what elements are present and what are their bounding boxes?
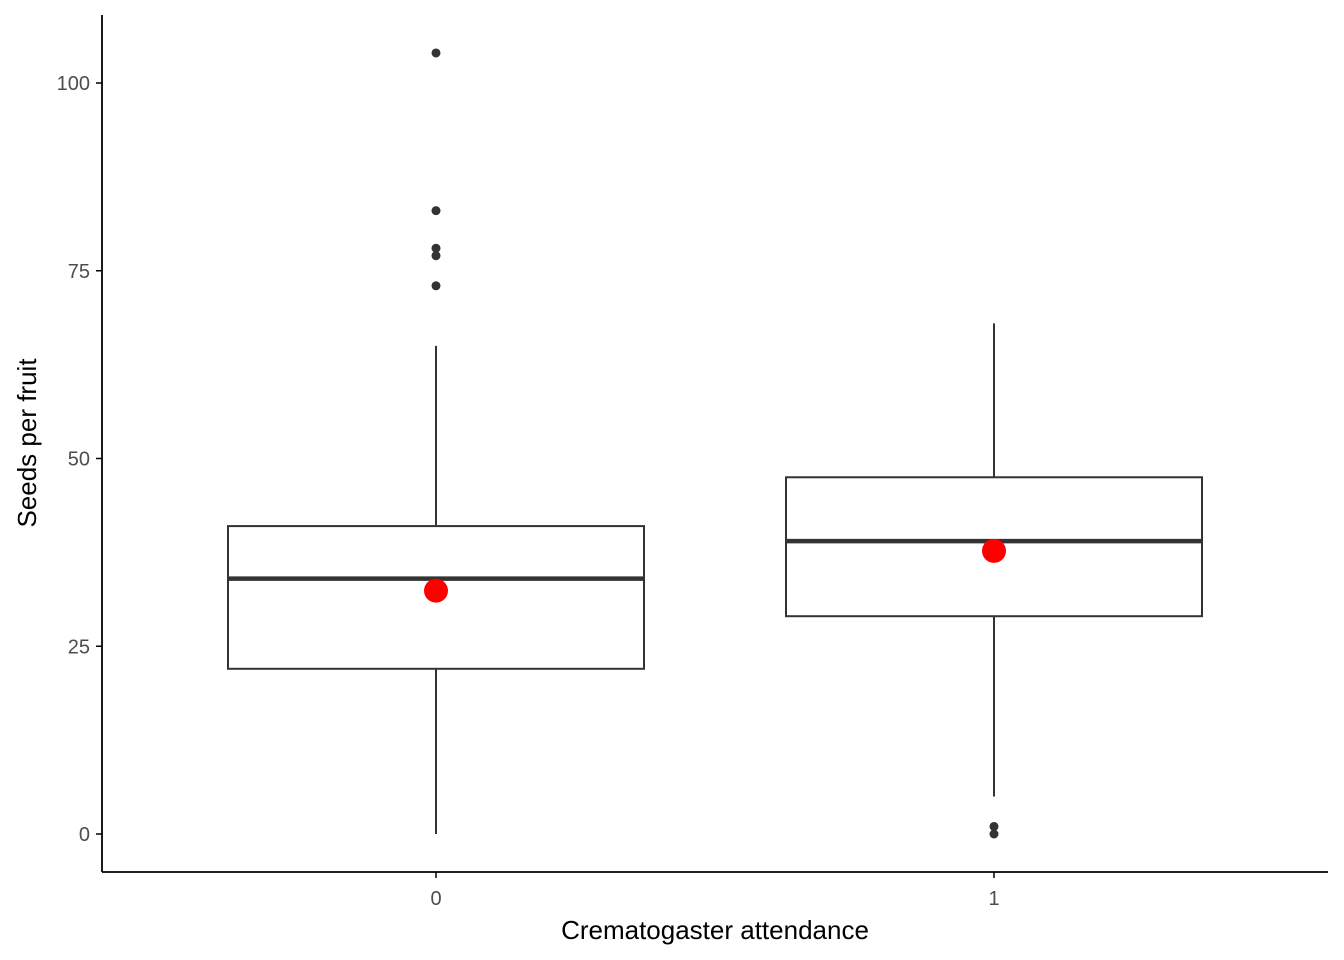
outlier-point xyxy=(431,251,441,261)
mean-point xyxy=(982,538,1006,563)
y-tick-label: 50 xyxy=(68,449,90,471)
box-group-1 xyxy=(785,323,1203,839)
outlier-point xyxy=(431,281,441,291)
y-tick-label: 25 xyxy=(68,636,90,658)
x-tick-label: 1 xyxy=(988,888,999,910)
y-axis-title: Seeds per fruit xyxy=(12,358,42,528)
outlier-point xyxy=(431,206,441,216)
x-tick-label: 0 xyxy=(430,888,441,910)
outlier-point xyxy=(431,243,441,253)
box-group-0 xyxy=(227,48,645,834)
outlier-point xyxy=(431,48,441,58)
y-axis-ticks: 0 25 50 75 100 xyxy=(57,73,102,846)
outlier-point xyxy=(989,821,999,831)
outlier-point xyxy=(989,829,999,839)
y-tick-label: 0 xyxy=(79,824,90,846)
plot-marks xyxy=(227,48,1203,839)
mean-point xyxy=(424,578,448,603)
y-tick-label: 100 xyxy=(57,73,90,95)
y-tick-label: 75 xyxy=(68,261,90,283)
x-axis-title: Crematogaster attendance xyxy=(561,915,869,945)
